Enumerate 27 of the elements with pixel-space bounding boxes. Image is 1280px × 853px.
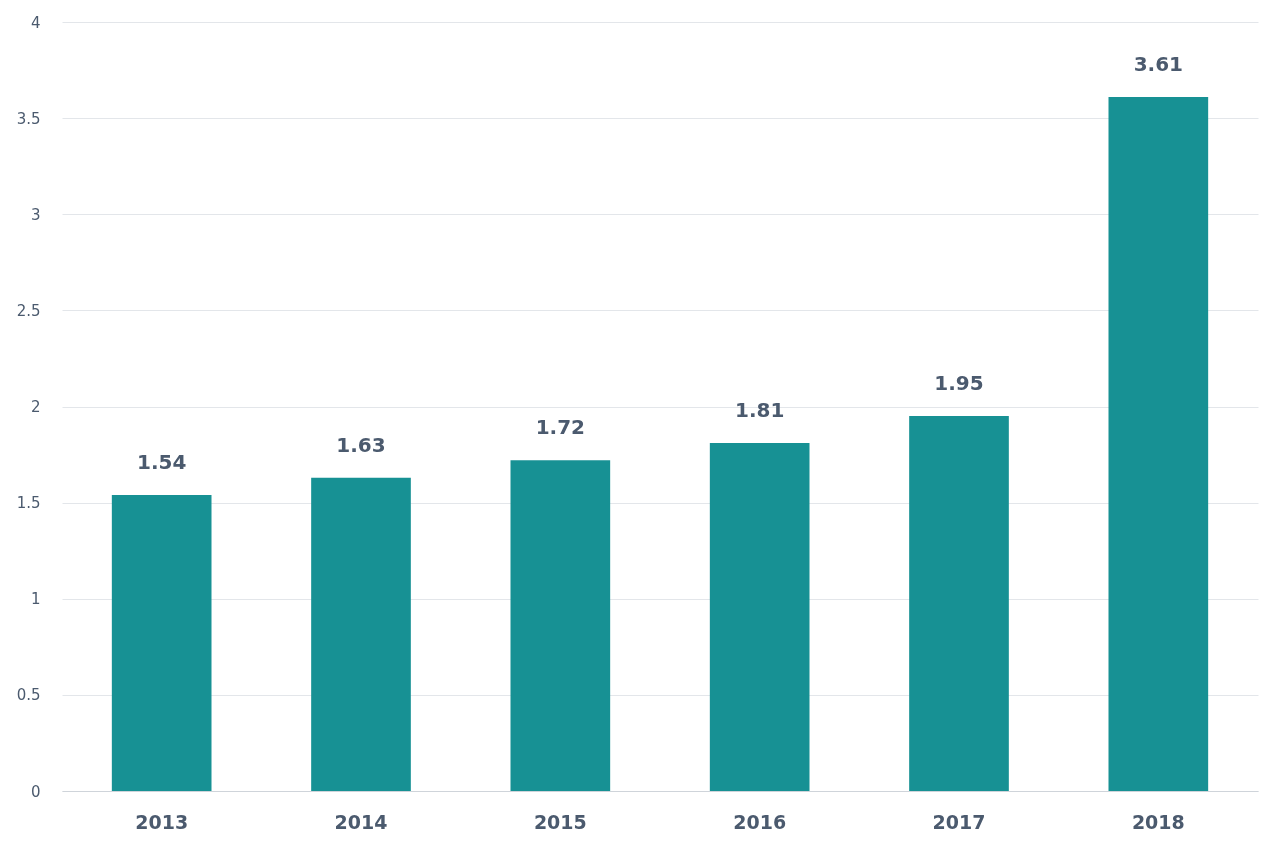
data-label: 1.81 [734,398,785,423]
y-tick-label: 1 [30,590,41,609]
y-tick-label: 0 [30,782,41,801]
x-tick-label: 2017 [932,810,986,833]
data-label: 1.95 [934,371,984,396]
data-label: 3.61 [1133,51,1184,76]
x-tick-label: 2018 [1131,810,1185,833]
y-tick-label: 2 [30,398,41,416]
x-tick-label: 2013 [135,810,189,833]
y-tick-label: 1.5 [16,494,41,513]
bar [909,416,1009,791]
data-label: 1.72 [535,415,586,440]
y-tick-label: 3.5 [16,109,41,128]
y-tick-label: 3 [30,205,41,224]
x-tick-label: 2015 [533,810,587,833]
data-label: 1.54 [136,449,187,474]
x-tick-label: 2016 [733,810,787,833]
bar [709,443,810,791]
bar [111,494,212,791]
bar [311,477,411,791]
bar [1108,96,1209,791]
x-tick-label: 2014 [334,810,388,833]
y-tick-label: 4 [30,13,41,32]
data-label: 1.63 [336,432,386,457]
bar [510,460,611,791]
y-tick-label: 0.5 [16,686,41,705]
y-tick-label: 2.5 [16,301,41,320]
